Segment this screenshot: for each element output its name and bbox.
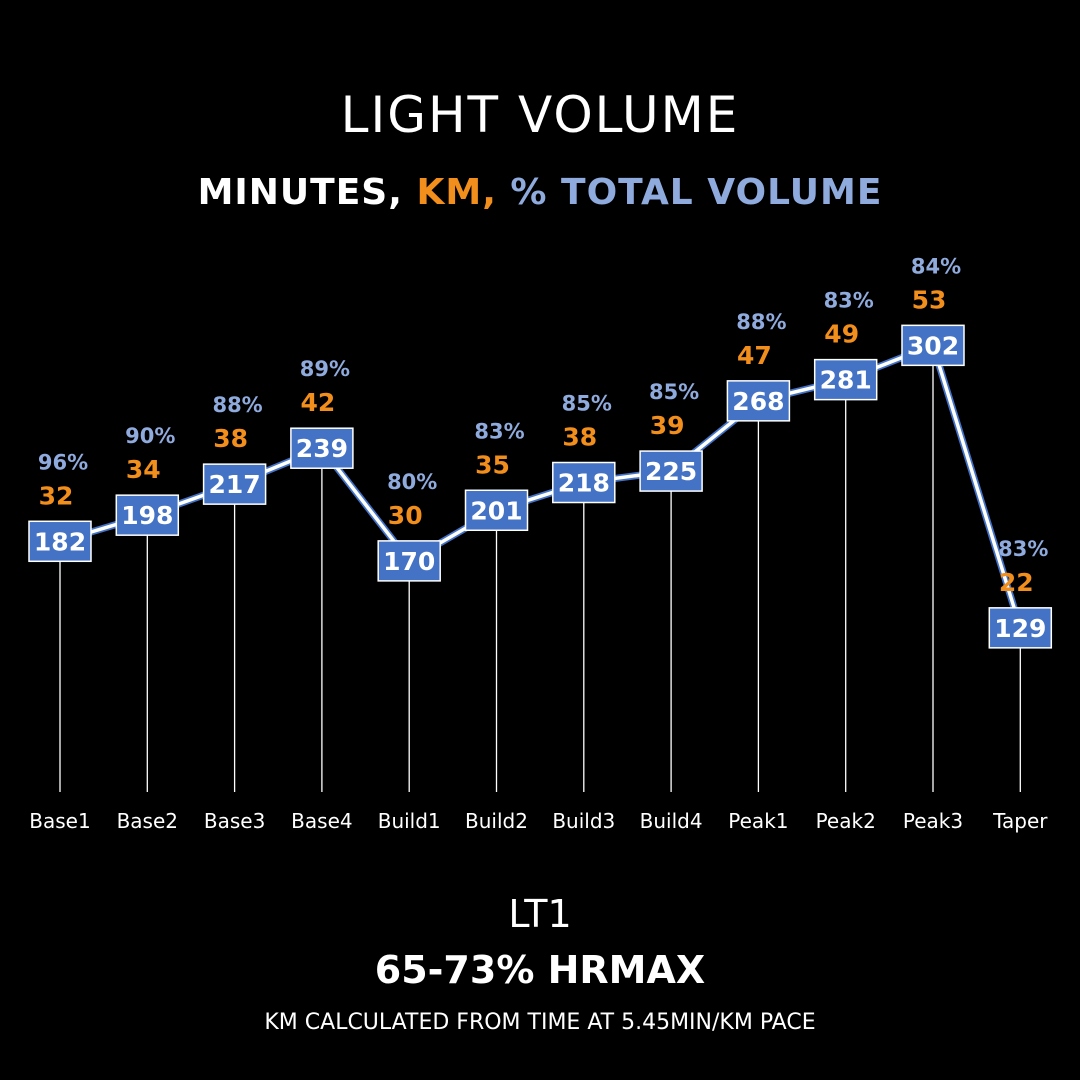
km-label: 22 (999, 568, 1034, 597)
minutes-box (901, 324, 965, 367)
x-tick-label: Base1 (29, 809, 90, 833)
minutes-label: 198 (121, 501, 173, 530)
x-tick-label: Build2 (465, 809, 528, 833)
x-tick-label: Peak1 (728, 809, 788, 833)
subtitle-percent: % TOTAL VOLUME (510, 172, 883, 213)
km-label: 39 (650, 411, 685, 440)
minutes-box (552, 461, 616, 504)
x-tick-label: Base4 (291, 809, 352, 833)
percent-label: 83% (998, 537, 1048, 561)
km-label: 49 (824, 320, 859, 349)
km-label: 47 (737, 341, 772, 370)
chart: 182 32 96% Base1 198 34 90% Base2 217 38 88% Base3 2… (28, 254, 1053, 833)
minutes-label: 225 (645, 457, 697, 486)
minutes-box (28, 520, 92, 563)
zone-label: LT1 (508, 892, 572, 936)
pace-note: KM CALCULATED FROM TIME AT 5.45MIN/KM PA… (264, 1010, 816, 1035)
percent-label: 90% (125, 424, 175, 448)
minutes-label: 302 (907, 331, 959, 360)
minutes-label: 129 (994, 614, 1046, 643)
minutes-label: 281 (820, 366, 872, 395)
km-label: 38 (213, 424, 248, 453)
km-label: 35 (475, 450, 510, 479)
km-label: 53 (912, 285, 947, 314)
x-tick-label: Peak3 (903, 809, 963, 833)
percent-label: 85% (649, 380, 699, 404)
minutes-label: 170 (383, 547, 435, 576)
km-label: 30 (388, 501, 423, 530)
minutes-label: 239 (296, 434, 348, 463)
x-tick-label: Build3 (552, 809, 615, 833)
km-label: 38 (562, 423, 597, 452)
km-label: 42 (301, 388, 336, 417)
percent-label: 89% (300, 357, 350, 381)
x-tick-label: Taper (992, 809, 1048, 833)
minutes-box (639, 450, 703, 492)
minutes-box (377, 540, 441, 582)
minutes-box (115, 494, 180, 536)
x-tick-label: Build4 (640, 809, 703, 833)
percent-label: 83% (474, 419, 524, 443)
km-label: 34 (126, 455, 161, 484)
minutes-label: 268 (732, 387, 784, 416)
percent-label: 88% (736, 310, 786, 334)
page-subtitle: MINUTES, KM, % TOTAL VOLUME (0, 172, 1080, 213)
percent-label: 85% (562, 392, 612, 416)
minutes-label: 182 (34, 527, 86, 556)
x-tick-label: Base2 (117, 809, 178, 833)
minutes-box (988, 607, 1053, 649)
km-label: 32 (39, 481, 74, 510)
minutes-box (726, 380, 791, 422)
minutes-box (290, 427, 354, 469)
percent-label: 84% (911, 254, 961, 278)
subtitle-minutes: MINUTES, (197, 172, 403, 213)
hr-range-label: 65-73% HRMAX (374, 948, 706, 992)
minutes-box (813, 358, 878, 401)
minutes-box (202, 463, 267, 505)
percent-label: 96% (38, 450, 88, 474)
percent-label: 80% (387, 470, 437, 494)
x-tick-label: Peak2 (816, 809, 876, 833)
minutes-label: 218 (558, 469, 610, 498)
page-title: LIGHT VOLUME (340, 86, 740, 144)
minutes-box (464, 489, 529, 532)
x-tick-label: Build1 (378, 809, 441, 833)
percent-label: 88% (212, 393, 262, 417)
minutes-label: 201 (470, 496, 522, 525)
minutes-label: 217 (209, 470, 261, 499)
percent-label: 83% (824, 289, 874, 313)
x-tick-label: Base3 (204, 809, 265, 833)
subtitle-km: KM, (416, 172, 497, 213)
